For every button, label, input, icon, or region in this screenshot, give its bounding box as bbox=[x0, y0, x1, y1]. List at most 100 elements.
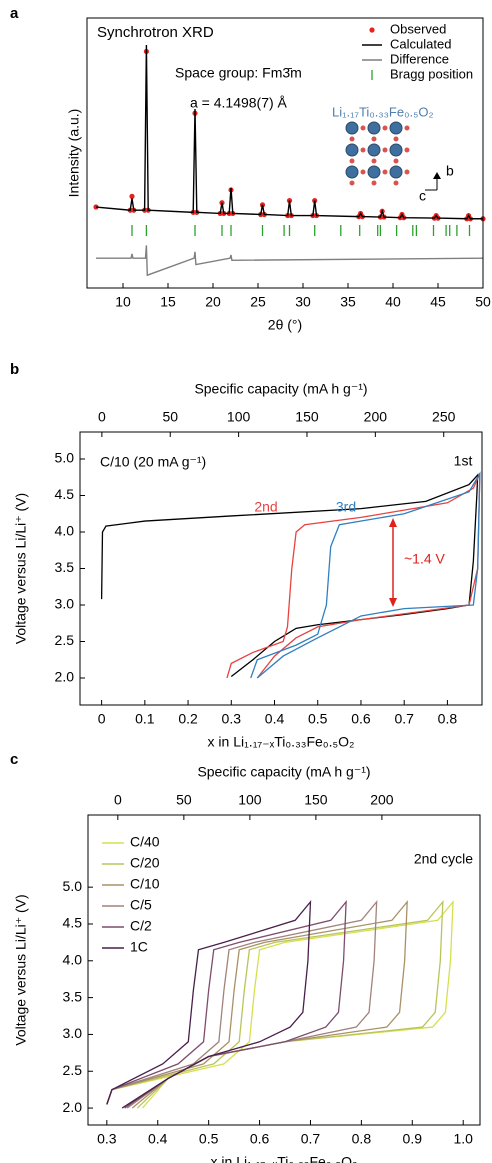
x-tick-label: 45 bbox=[430, 294, 446, 310]
x-tick-label: 0.9 bbox=[403, 1131, 423, 1147]
legend-label: C/10 bbox=[130, 876, 160, 892]
legend-label: C/5 bbox=[130, 897, 152, 913]
annotation: Space group: Fm3̄m bbox=[175, 65, 302, 81]
series-line bbox=[106, 899, 312, 1109]
series-label: 3rd bbox=[336, 499, 356, 515]
x-tick-label: 0.2 bbox=[178, 711, 198, 727]
panel-letter: b bbox=[10, 361, 19, 378]
arrow-head bbox=[389, 598, 397, 607]
atom-o bbox=[404, 169, 410, 175]
y-axis-label: Voltage versus Li/Li⁺ (V) bbox=[13, 493, 29, 644]
y-tick-label: 2.5 bbox=[63, 1062, 83, 1078]
atom bbox=[367, 165, 381, 179]
annotation: ~1.4 V bbox=[404, 551, 446, 567]
x-tick-label: 0.4 bbox=[148, 1131, 168, 1147]
plot-area bbox=[93, 45, 486, 277]
legend-label: C/40 bbox=[130, 834, 160, 850]
x2-tick-label: 50 bbox=[162, 409, 178, 425]
y-tick-label: 4.0 bbox=[63, 951, 83, 967]
annotation: a = 4.1498(7) Å bbox=[190, 95, 288, 111]
legend-label: C/2 bbox=[130, 918, 152, 934]
arrow-head bbox=[389, 518, 397, 527]
x2-tick-label: 0 bbox=[98, 409, 106, 425]
x-tick-label: 50 bbox=[475, 294, 491, 310]
annotation: b bbox=[446, 163, 454, 179]
atom bbox=[367, 121, 381, 135]
plot-area bbox=[106, 899, 454, 1109]
x-axis-label: 2θ (°) bbox=[268, 317, 302, 333]
x2-tick-label: 150 bbox=[295, 409, 319, 425]
y-axis-label: Intensity (a.u.) bbox=[66, 109, 82, 198]
annotation: c bbox=[419, 188, 426, 204]
x2-tick-label: 50 bbox=[176, 792, 192, 808]
series-line bbox=[96, 245, 484, 277]
atom-o bbox=[393, 180, 399, 186]
series-line bbox=[250, 471, 481, 679]
atom bbox=[345, 121, 359, 135]
series-line bbox=[106, 899, 347, 1109]
y-tick-label: 5.0 bbox=[55, 450, 75, 466]
atom-o bbox=[404, 125, 410, 131]
x2-tick-label: 0 bbox=[114, 792, 122, 808]
y-tick-label: 3.5 bbox=[55, 559, 75, 575]
plot-area bbox=[100, 471, 481, 679]
legend-marker bbox=[369, 27, 375, 33]
panel-letter: a bbox=[10, 5, 19, 22]
atom-o bbox=[382, 125, 388, 131]
atom bbox=[389, 143, 403, 157]
data-point bbox=[129, 193, 135, 199]
atom-o bbox=[393, 158, 399, 164]
x-tick-label: 0.8 bbox=[352, 1131, 372, 1147]
x2-axis-label: Specific capacity (mA h g⁻¹) bbox=[194, 381, 367, 397]
legend-label: Observed bbox=[390, 21, 446, 36]
y-tick-label: 2.5 bbox=[55, 632, 75, 648]
legend-label: C/20 bbox=[130, 855, 160, 871]
x-tick-label: 0.3 bbox=[222, 711, 242, 727]
series-line bbox=[226, 473, 481, 679]
x2-axis-label: Specific capacity (mA h g⁻¹) bbox=[197, 764, 370, 780]
y-tick-label: 3.0 bbox=[63, 1025, 83, 1041]
legend-label: 1C bbox=[130, 939, 148, 955]
y-tick-label: 2.0 bbox=[55, 669, 75, 685]
series-label: 2nd bbox=[254, 499, 277, 515]
legend-label: Difference bbox=[390, 51, 449, 66]
x-tick-label: 30 bbox=[295, 294, 311, 310]
x-tick-label: 0.6 bbox=[250, 1131, 270, 1147]
x-tick-label: 0.7 bbox=[301, 1131, 321, 1147]
x2-tick-label: 100 bbox=[238, 792, 262, 808]
x2-tick-label: 150 bbox=[304, 792, 328, 808]
y-tick-label: 3.0 bbox=[55, 596, 75, 612]
panel-letter: c bbox=[10, 751, 18, 768]
x-tick-label: 0.5 bbox=[199, 1131, 219, 1147]
x-tick-label: 20 bbox=[205, 294, 221, 310]
x2-tick-label: 200 bbox=[370, 792, 394, 808]
atom-o bbox=[404, 147, 410, 153]
y-tick-label: 5.0 bbox=[63, 878, 83, 894]
annotation: 2nd cycle bbox=[414, 851, 473, 867]
atom-o bbox=[382, 169, 388, 175]
atom bbox=[389, 121, 403, 135]
annotation: C/10 (20 mA g⁻¹) bbox=[100, 454, 206, 470]
x-tick-label: 1.0 bbox=[453, 1131, 473, 1147]
legend-label: Calculated bbox=[390, 36, 451, 51]
x-tick-label: 0.7 bbox=[394, 711, 414, 727]
y-axis-label: Voltage versus Li/Li⁺ (V) bbox=[13, 894, 29, 1045]
y-tick-label: 2.0 bbox=[63, 1099, 83, 1115]
x-axis-label: x in Li₁.₁₇₋ₓTi₀.₃₃Fe₀.₅O₂ bbox=[208, 734, 355, 750]
y-tick-label: 3.5 bbox=[63, 988, 83, 1004]
y-tick-label: 4.0 bbox=[55, 523, 75, 539]
series-line bbox=[95, 45, 483, 220]
x-tick-label: 0.6 bbox=[351, 711, 371, 727]
chart-title: Synchrotron XRD bbox=[97, 24, 214, 41]
atom-o bbox=[360, 125, 366, 131]
x-tick-label: 25 bbox=[250, 294, 266, 310]
atom-o bbox=[371, 158, 377, 164]
atom bbox=[345, 143, 359, 157]
x-tick-label: 40 bbox=[385, 294, 401, 310]
axes-frame bbox=[79, 431, 483, 706]
atom-o bbox=[371, 180, 377, 186]
arrow-head bbox=[433, 172, 441, 179]
x2-tick-label: 250 bbox=[432, 409, 456, 425]
axes-frame bbox=[86, 17, 484, 289]
